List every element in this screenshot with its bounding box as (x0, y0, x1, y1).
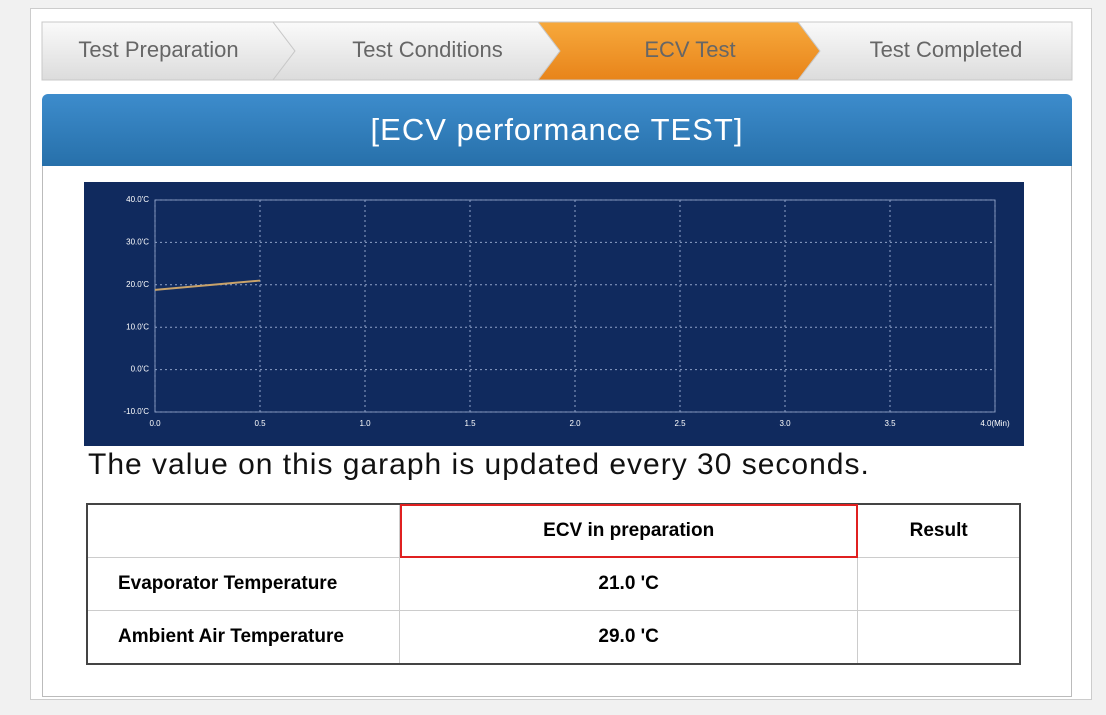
y-tick-label: 30.0'C (126, 238, 149, 247)
step-label: Test Completed (870, 37, 1023, 62)
x-tick-label: 1.0 (359, 419, 371, 428)
note: The value on this garaph is updated ever… (88, 448, 870, 481)
chart: -10.0'C 0.0'C 10.0'C 20.0'C 30.0'C 40.0'C 0.0 0… (84, 182, 1024, 446)
x-tick-label: 1.5 (464, 419, 476, 428)
x-tick-label: 2.5 (674, 419, 686, 428)
step-label: ECV Test (644, 37, 735, 62)
row-label: Ambient Air Temperature (86, 610, 400, 665)
cell (857, 610, 1021, 665)
y-tick-label: 0.0'C (131, 365, 150, 374)
x-tick-label: 4.0(Min) (980, 419, 1010, 428)
step-bar: Test Preparation Test Conditions ECV Test T… (41, 21, 1073, 81)
chart-bg (84, 182, 1024, 446)
step-label: Test Preparation (78, 37, 238, 62)
result-table: ECV in preparation Result Evaporator Temp… (86, 503, 1021, 665)
x-tick-label: 2.0 (569, 419, 581, 428)
cell (86, 503, 400, 558)
header-cell: Result (857, 503, 1021, 558)
cell (857, 557, 1021, 611)
header-cell: ECV in preparation (398, 503, 859, 558)
y-tick-label: 10.0'C (126, 322, 149, 331)
y-tick-label: 20.0'C (126, 280, 149, 289)
row-label: Evaporator Temperature (86, 557, 400, 611)
data-line (154, 279, 261, 291)
x-tick-label: 3.5 (884, 419, 896, 428)
cell: 21.0 'C (398, 557, 859, 611)
panel-title: [ECV performance TEST] (42, 94, 1072, 166)
x-tick-label: 3.0 (779, 419, 791, 428)
step-tab (796, 21, 1073, 81)
cell: 29.0 'C (398, 610, 859, 665)
y-tick-label: 40.0'C (126, 195, 149, 204)
x-tick-label: 0.0 (149, 419, 161, 428)
x-tick-label: 0.5 (254, 419, 266, 428)
step-label: Test Conditions (352, 37, 502, 62)
y-tick-label: -10.0'C (123, 407, 149, 416)
